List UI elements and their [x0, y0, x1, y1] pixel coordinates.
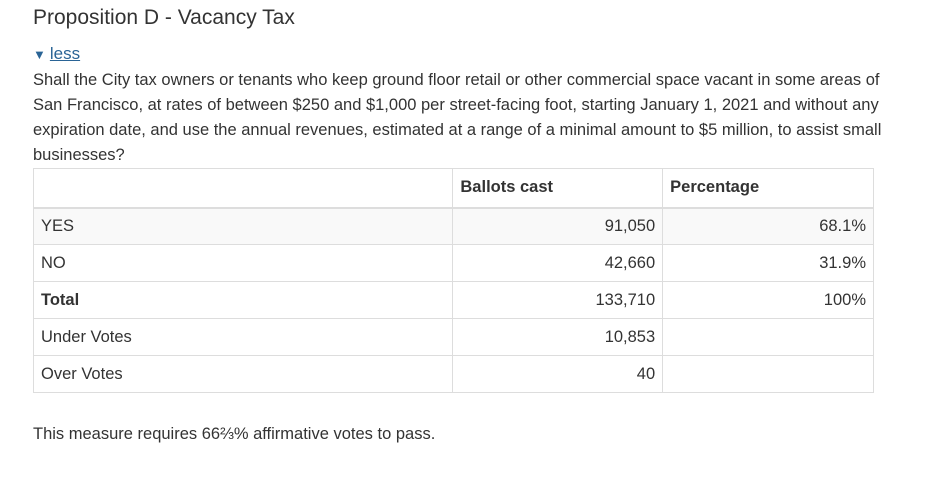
- row-label: Total: [32, 281, 454, 319]
- row-label: Under Votes: [32, 318, 454, 356]
- row-ballots: 10,853: [452, 318, 664, 356]
- row-ballots: 40: [452, 355, 664, 393]
- row-percentage: 100%: [662, 281, 874, 319]
- row-percentage: [662, 355, 874, 393]
- row-label: Over Votes: [32, 355, 454, 393]
- results-table: Ballots cast Percentage YES 91,050 68.1%…: [32, 168, 874, 393]
- row-ballots: 91,050: [452, 207, 664, 245]
- table-row-total: Total 133,710 100%: [32, 281, 874, 319]
- row-percentage: 31.9%: [662, 244, 874, 282]
- row-ballots: 42,660: [452, 244, 664, 282]
- passing-requirement-note: This measure requires 66⅔% affirmative v…: [33, 425, 436, 443]
- table-row-under-votes: Under Votes 10,853: [32, 318, 874, 356]
- measure-question: Shall the City tax owners or tenants who…: [33, 71, 882, 164]
- row-label: NO: [32, 244, 454, 282]
- page-title: Proposition D - Vacancy Tax: [33, 6, 295, 29]
- header-percentage: Percentage: [662, 168, 874, 209]
- row-ballots: 133,710: [452, 281, 664, 319]
- toggle-less-link[interactable]: ▼ less: [33, 44, 80, 64]
- table-header-row: Ballots cast Percentage: [32, 168, 874, 209]
- header-ballots-cast: Ballots cast: [452, 168, 664, 209]
- triangle-down-icon: ▼: [33, 47, 46, 62]
- row-label: YES: [32, 207, 454, 245]
- table-row-yes: YES 91,050 68.1%: [32, 207, 874, 245]
- row-percentage: 68.1%: [662, 207, 874, 245]
- table-row-over-votes: Over Votes 40: [32, 355, 874, 393]
- row-percentage: [662, 318, 874, 356]
- toggle-label: less: [49, 44, 81, 63]
- table-row-no: NO 42,660 31.9%: [32, 244, 874, 282]
- header-label: [32, 168, 454, 209]
